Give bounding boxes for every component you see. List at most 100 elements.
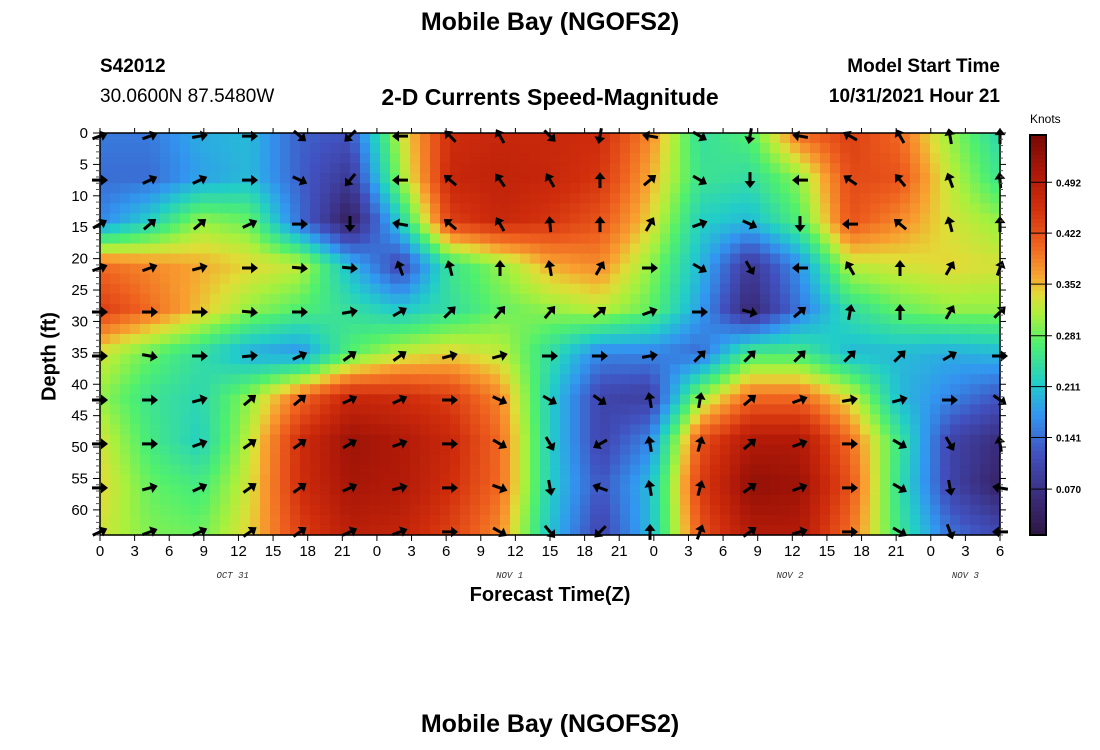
current-arrow: [92, 394, 108, 406]
heatmap-cell: [950, 173, 961, 184]
heatmap-cell: [410, 424, 421, 436]
heatmap-cell: [960, 504, 971, 516]
heatmap-cell: [960, 484, 971, 496]
heatmap-cell: [390, 183, 401, 194]
heatmap-cell: [610, 354, 621, 365]
heatmap-cell: [540, 444, 551, 456]
heatmap-cell: [780, 143, 791, 154]
heatmap-cell: [760, 243, 771, 255]
arrow-head: [392, 218, 400, 230]
heatmap-cell: [250, 334, 261, 345]
heatmap-cell: [410, 434, 421, 446]
heatmap-cell: [620, 223, 631, 235]
heatmap-cell: [130, 334, 141, 345]
current-arrow: [442, 482, 458, 494]
heatmap-cell: [500, 494, 511, 506]
heatmap-cell: [790, 464, 801, 476]
heatmap-cell: [790, 374, 801, 385]
heatmap-cell: [410, 183, 421, 194]
heatmap-cell: [240, 233, 251, 245]
heatmap-cell: [590, 313, 601, 325]
heatmap-cell: [860, 354, 871, 365]
chart-subtitle: 2-D Currents Speed-Magnitude: [381, 84, 719, 110]
heatmap-cell: [550, 303, 561, 315]
heatmap-cell: [300, 484, 311, 496]
heatmap-cell: [540, 223, 551, 235]
heatmap-cell: [910, 504, 921, 516]
heatmap-cell: [310, 193, 321, 204]
heatmap-cell: [390, 514, 401, 526]
heatmap-cell: [420, 344, 431, 355]
heatmap-cell: [730, 133, 741, 144]
arrow-head: [592, 482, 601, 493]
heatmap-cell: [580, 253, 591, 265]
heatmap-cell: [600, 414, 611, 426]
heatmap-cell: [880, 444, 891, 456]
heatmap-cell: [670, 374, 681, 385]
heatmap-cell: [800, 424, 811, 436]
heatmap-cell: [100, 313, 111, 325]
heatmap-cell: [910, 424, 921, 436]
heatmap-cell: [730, 514, 741, 526]
arrow-head: [250, 350, 258, 362]
heatmap-cell: [310, 334, 321, 345]
heatmap-cell: [990, 153, 1001, 164]
current-arrow: [341, 262, 358, 274]
heatmap-cell: [720, 374, 731, 385]
heatmap-cell: [320, 253, 331, 265]
heatmap-cell: [420, 384, 431, 395]
heatmap-cell: [170, 293, 181, 305]
heatmap-cell: [850, 243, 861, 255]
heatmap-cell: [580, 223, 591, 235]
heatmap-cell: [630, 454, 641, 466]
heatmap-cell: [890, 233, 901, 245]
heatmap-cell: [920, 424, 931, 436]
heatmap-cell: [820, 374, 831, 385]
heatmap-cell: [400, 273, 411, 285]
heatmap-cell: [780, 193, 791, 204]
heatmap-cell: [480, 253, 491, 265]
arrow-head: [344, 225, 356, 233]
heatmap-cell: [610, 424, 621, 436]
heatmap-cell: [700, 414, 711, 426]
heatmap-cell: [710, 283, 721, 295]
heatmap-cell: [450, 243, 461, 255]
y-tick-label: 40: [71, 376, 88, 393]
heatmap-cell: [950, 334, 961, 345]
heatmap-cell: [570, 233, 581, 245]
arrow-head: [247, 394, 257, 404]
heatmap-cell: [270, 384, 281, 395]
heatmap-cell: [330, 293, 341, 305]
heatmap-cell: [450, 444, 461, 456]
heatmap-cell: [760, 354, 771, 365]
heatmap-cell: [350, 303, 361, 315]
heatmap-cell: [330, 243, 341, 255]
heatmap-cell: [550, 293, 561, 305]
heatmap-cell: [860, 374, 871, 385]
heatmap-cell: [730, 313, 741, 325]
current-arrow: [492, 438, 507, 450]
heatmap-cell: [600, 283, 611, 295]
heatmap-cell: [720, 133, 731, 144]
heatmap-cell: [140, 303, 151, 315]
heatmap-cell: [300, 253, 311, 265]
heatmap-cell: [780, 434, 791, 446]
heatmap-cell: [710, 153, 721, 164]
heatmap-cell: [800, 203, 811, 214]
heatmap-cell: [170, 494, 181, 506]
heatmap-cell: [360, 374, 371, 385]
heatmap-cell: [320, 414, 331, 426]
heatmap-cell: [970, 444, 981, 456]
heatmap-cell: [550, 424, 561, 436]
heatmap-cell: [870, 303, 881, 315]
heatmap-cell: [220, 394, 231, 405]
heatmap-cell: [670, 233, 681, 245]
arrow-head: [597, 306, 607, 316]
current-arrow: [841, 394, 858, 406]
heatmap-cell: [400, 213, 411, 225]
heatmap-cell: [740, 163, 751, 174]
heatmap-cell: [330, 444, 341, 456]
colorbar-segment: [1030, 247, 1046, 252]
heatmap-cell: [960, 474, 971, 486]
